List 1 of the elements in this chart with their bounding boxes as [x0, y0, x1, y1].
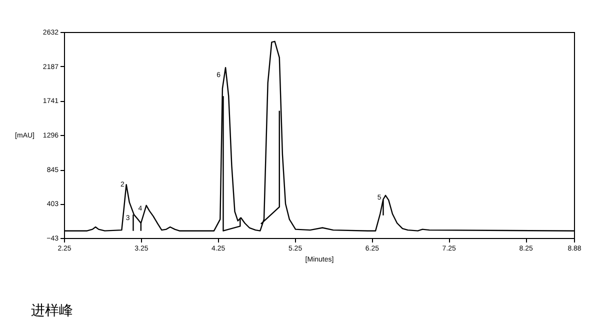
text: 进样峰: [31, 302, 73, 320]
